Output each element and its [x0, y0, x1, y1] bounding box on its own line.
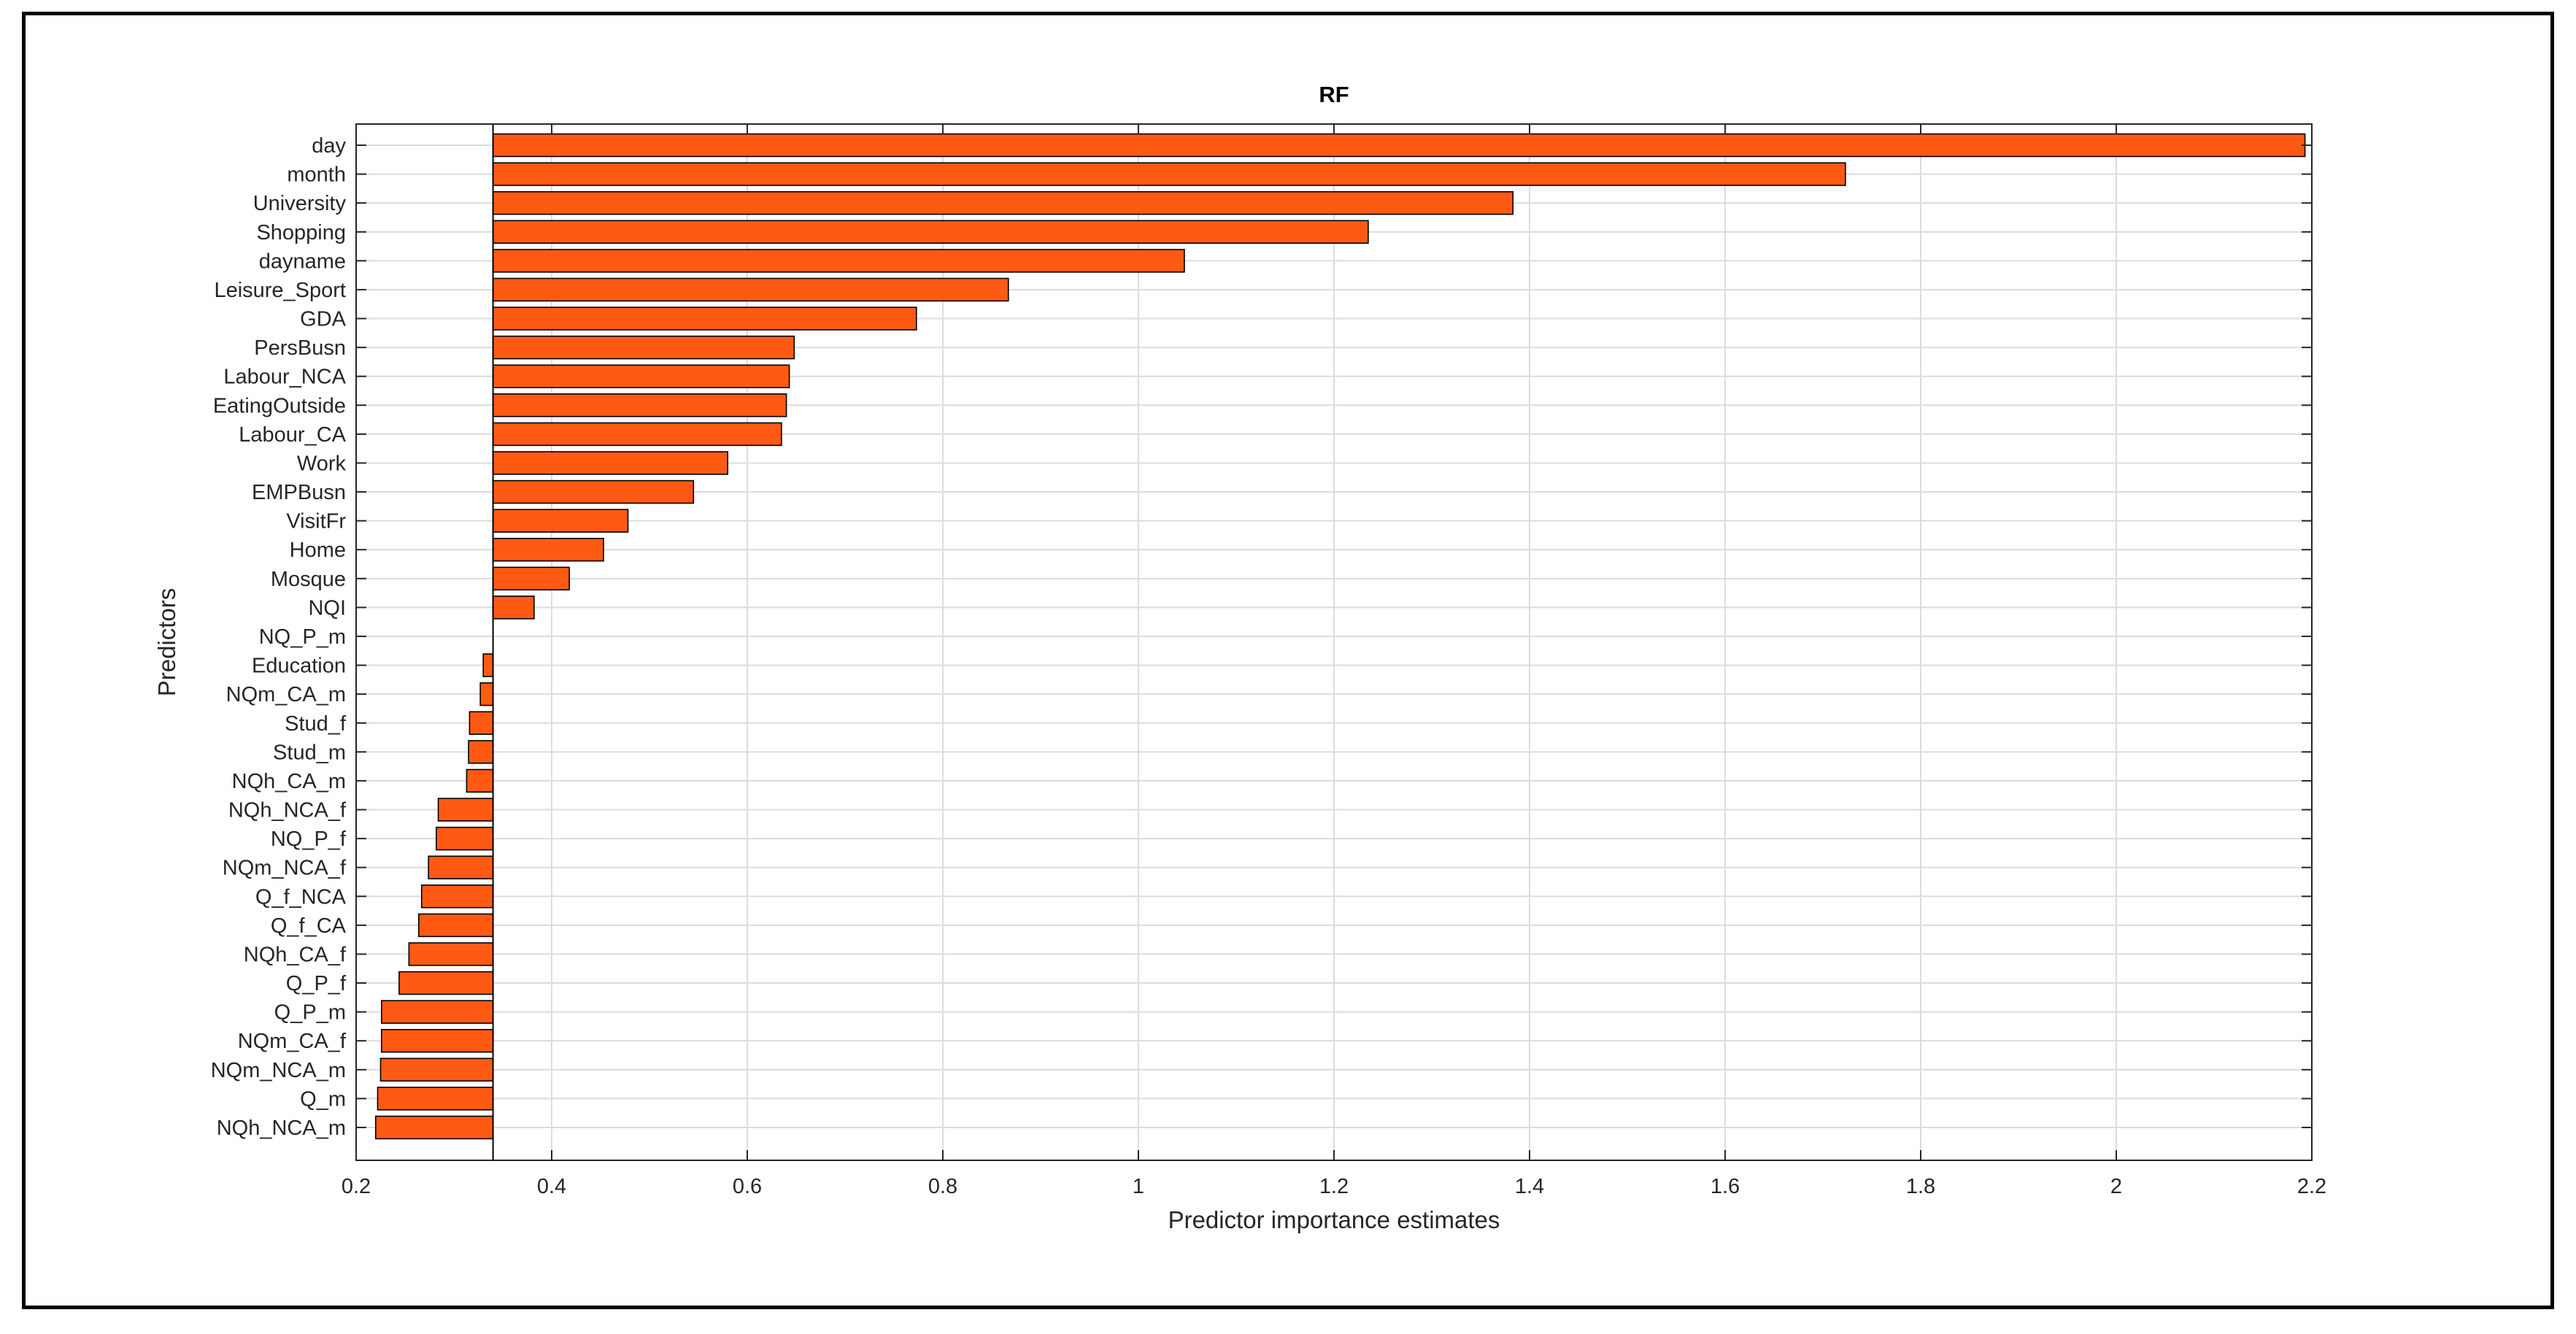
bar-gda	[492, 306, 917, 331]
y-tick-label: Home	[290, 539, 346, 562]
x-tick-label: 0.8	[928, 1175, 957, 1198]
x-tick-label: 0.4	[537, 1175, 566, 1198]
bar-persbusn	[492, 335, 795, 360]
bar-nqm-nca-f	[428, 855, 494, 879]
chart-title: RF	[1319, 82, 1349, 107]
y-tick-label: Q_f_NCA	[255, 885, 347, 909]
bars	[374, 124, 2306, 1160]
x-tick-label: 1.8	[1906, 1175, 1935, 1198]
x-tick-label: 1.6	[1711, 1175, 1740, 1198]
bar-day	[492, 133, 2306, 158]
y-tick-label: NQh_CA_m	[232, 770, 346, 793]
bar-nqh-nca-m	[374, 1115, 494, 1140]
y-tick-label: Leisure_Sport	[214, 279, 346, 302]
y-tick-label: NQm_NCA_m	[211, 1059, 346, 1082]
y-tick-label: NQh_CA_f	[244, 943, 347, 966]
y-tick-label: Labour_CA	[239, 423, 346, 447]
bar-labour-nca	[492, 364, 790, 388]
bar-nqh-nca-f	[437, 798, 494, 822]
x-axis-title: Predictor importance estimates	[1168, 1206, 1500, 1233]
y-tick-label: NQm_CA_m	[226, 683, 346, 706]
bar-q-f-nca	[420, 884, 494, 909]
bar-nqm-ca-m	[479, 682, 494, 706]
bar-nqh-ca-f	[408, 942, 494, 966]
y-tick-label: Stud_m	[273, 741, 346, 764]
y-tick-label: NQh_NCA_m	[217, 1117, 346, 1140]
x-tick-label: 0.6	[733, 1175, 762, 1198]
y-tick-label: EMPBusn	[252, 481, 346, 504]
bar-nqi	[492, 595, 535, 620]
y-tick-label: NQm_CA_f	[238, 1030, 347, 1053]
bar-university	[492, 190, 1514, 215]
x-axis-ticks: 0.2 0.4 0.6 0.8 1 1.2 1.4 1.6 1.8 2 2.2	[342, 124, 2326, 1198]
x-tick-label: 1.2	[1319, 1175, 1349, 1198]
y-tick-label: VisitFr	[286, 510, 346, 533]
y-tick-label: PersBusn	[254, 336, 346, 360]
y-axis-ticks: day month University Shopping dayname Leisure…	[211, 134, 2312, 1140]
y-tick-label: Education	[252, 655, 346, 678]
x-tick-label: 1	[1133, 1175, 1144, 1198]
y-tick-label: Q_f_CA	[271, 914, 347, 938]
y-tick-label: NQm_NCA_f	[223, 857, 347, 880]
figure-frame	[22, 12, 2554, 1309]
bar-nqm-ca-f	[381, 1028, 494, 1053]
bar-nqh-ca-m	[466, 768, 494, 793]
bar-q-f-ca	[417, 913, 494, 938]
y-tick-label: GDA	[300, 308, 347, 331]
y-tick-label: Q_m	[300, 1087, 346, 1111]
y-tick-label: NQ_P_f	[271, 828, 347, 851]
bar-education	[482, 653, 494, 677]
bar-eatingoutside	[492, 393, 787, 417]
y-tick-label: Stud_f	[285, 712, 347, 736]
y-tick-label: NQ_P_m	[259, 625, 346, 649]
bar-home	[492, 537, 604, 562]
y-tick-label: University	[253, 192, 347, 215]
y-tick-label: dayname	[259, 250, 346, 273]
x-tick-label: 2.2	[2297, 1175, 2326, 1198]
y-axis-title: Predictors	[153, 588, 180, 697]
y-tick-label: Q_P_m	[274, 1001, 346, 1025]
bar-empbusn	[492, 479, 695, 504]
x-tick-label: 2	[2110, 1175, 2122, 1198]
bar-labour-ca	[492, 422, 782, 447]
bar-work	[492, 451, 728, 475]
bar-nq-p-f	[436, 826, 494, 851]
y-tick-label: day	[312, 134, 346, 158]
y-tick-label: NQh_NCA_f	[228, 799, 347, 822]
x-tick-label: 0.2	[342, 1175, 371, 1198]
bar-q-p-m	[381, 1000, 494, 1024]
x-tick-label: 1.4	[1515, 1175, 1544, 1198]
bar-dayname	[492, 249, 1185, 273]
y-tick-label: Labour_NCA	[223, 366, 346, 389]
bar-stud-f	[468, 711, 494, 736]
bar-shopping	[492, 220, 1369, 244]
y-tick-label: EatingOutside	[213, 394, 346, 417]
bar-q-m	[377, 1087, 494, 1111]
bar-month	[492, 162, 1846, 186]
bar-visitfr	[492, 509, 629, 533]
bar-mosque	[492, 566, 570, 591]
y-tick-label: Mosque	[271, 568, 346, 591]
y-tick-label: NQI	[308, 596, 346, 620]
bar-nqm-nca-m	[379, 1057, 494, 1082]
bar-q-p-f	[398, 971, 494, 995]
y-tick-label: month	[287, 163, 346, 187]
y-tick-label: Work	[297, 452, 347, 475]
bar-leisure-sport	[492, 277, 1009, 302]
y-tick-label: Q_P_f	[286, 972, 347, 995]
y-tick-label: Shopping	[256, 221, 346, 244]
bar-stud-m	[468, 740, 494, 764]
